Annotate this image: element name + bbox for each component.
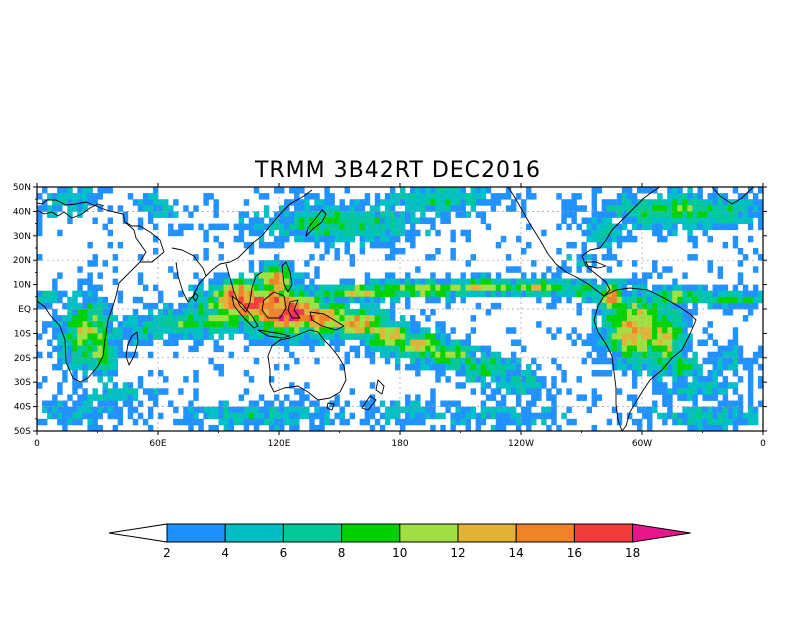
lon-label: 60E [149,439,166,449]
coast-arabia [124,221,165,263]
lat-label: 50S [14,427,31,437]
coast-sulawesi [287,299,301,319]
coast-indochina [225,263,263,313]
lat-label: 50N [13,183,31,193]
coast-africa [37,199,147,383]
coast-sumatra [231,295,259,329]
colorbar-label: 2 [163,546,171,560]
lat-label: EQ [18,305,31,315]
colorbar: 2 4 6 8 10 12 14 16 18 [108,523,691,560]
lat-label: 30N [13,232,31,242]
lon-label: 0 [34,439,40,449]
colorbar-label: 6 [280,546,288,560]
coast-gulf [581,187,661,297]
coast-greenland [711,187,755,205]
colorbar-label: 4 [221,546,229,560]
colorbar-box [166,523,226,543]
latitude-axis: 50N 40N 30N 20N 10N EQ 10S 20S 30S 40S 50S [13,183,767,437]
colorbar-label: 16 [567,546,582,560]
lat-label: 20N [13,256,31,266]
coast-philippines [281,261,293,293]
colorbar-label: 14 [509,546,524,560]
gridlines [37,187,763,431]
colorbar-labels: 2 4 6 8 10 12 14 16 18 [163,546,640,560]
lon-label: 60W [632,439,652,449]
coast-tasmania [326,402,335,411]
colorbar-label: 10 [392,546,407,560]
coastlines [37,187,755,431]
colorbar-boxes [166,523,691,543]
lon-label: 0 [760,439,766,449]
coast-seasia [205,189,313,277]
longitude-axis: 0 60E 120E 180 120W 60W 0 [34,183,766,449]
coast-europe [37,203,105,219]
colorbar-box [282,523,343,543]
coast-japan [305,209,327,237]
colorbar-box [224,523,284,543]
colorbar-box [573,523,634,543]
colorbar-box [457,523,517,543]
coast-india [171,247,207,303]
map-title: TRMM 3B42RT DEC2016 [254,158,541,183]
precipitation-map [36,186,764,432]
colorbar-label: 18 [625,546,640,560]
colorbar-under-triangle [108,523,168,543]
colorbar-box [515,523,575,543]
colorbar-over-triangle [632,523,691,543]
coast-newzealand [361,379,385,411]
coast-java [257,329,291,339]
coast-madagascar [125,331,139,366]
colorbar-box [399,523,459,543]
lon-label: 120E [268,439,291,449]
colorbar-label: 8 [338,546,346,560]
coast-samerica [593,287,697,431]
colorbar-label: 12 [450,546,465,560]
colorbar-box [341,523,401,543]
lat-label: 40N [13,207,31,217]
lat-label: 20S [14,354,31,364]
coast-namerica [507,187,605,297]
lon-label: 120W [508,439,534,449]
lat-label: 10N [13,281,31,291]
lat-label: 10S [14,329,31,339]
coast-srilanka [192,292,199,302]
coast-borneo [261,291,287,319]
coast-australia [267,329,347,401]
lon-label: 180 [391,439,408,449]
coast-newguinea [309,311,345,331]
lat-label: 30S [14,378,31,388]
coast-cuba [585,261,607,269]
lat-label: 40S [14,403,31,413]
